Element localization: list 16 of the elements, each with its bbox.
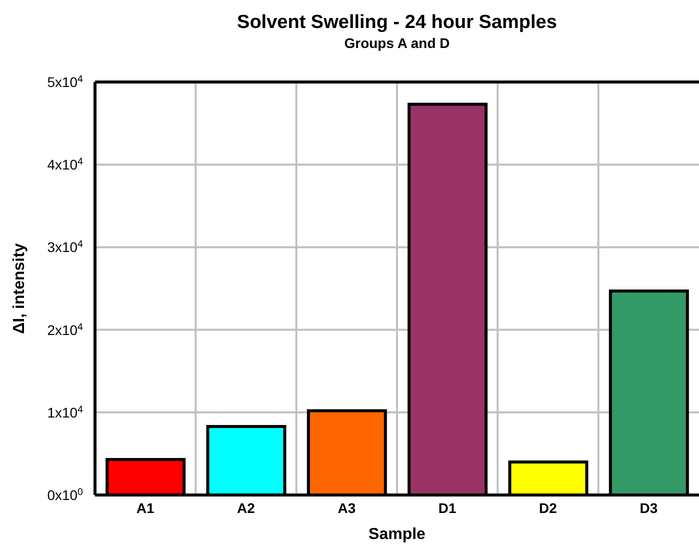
x-tick-label: A1 (136, 500, 154, 516)
x-tick-label: A3 (338, 500, 356, 516)
x-axis-title: Sample (368, 526, 426, 543)
y-tick-label: 1x10$^{4}$ (47, 404, 84, 420)
y-tick-label: 4x10$^{4}$ (47, 156, 84, 173)
y-tick-label: 0x10$^{0}$ (47, 486, 84, 503)
x-tick-label: D2 (539, 500, 558, 516)
x-tick-label: D1 (438, 500, 456, 516)
x-tick-label: A2 (237, 500, 256, 516)
chart-title: Solvent Swelling - 24 hour Samples (237, 12, 557, 33)
y-axis-title: ΔI, intensity (11, 243, 28, 334)
y-tick-label: 2x10$^{4}$ (47, 321, 84, 338)
chart-subtitle: Groups A and D (344, 35, 450, 51)
y-tick-label: 5x10$^{4}$ (47, 74, 84, 90)
y-tick-label: 3x10$^{4}$ (47, 238, 84, 256)
x-tick-label: D3 (640, 500, 658, 516)
